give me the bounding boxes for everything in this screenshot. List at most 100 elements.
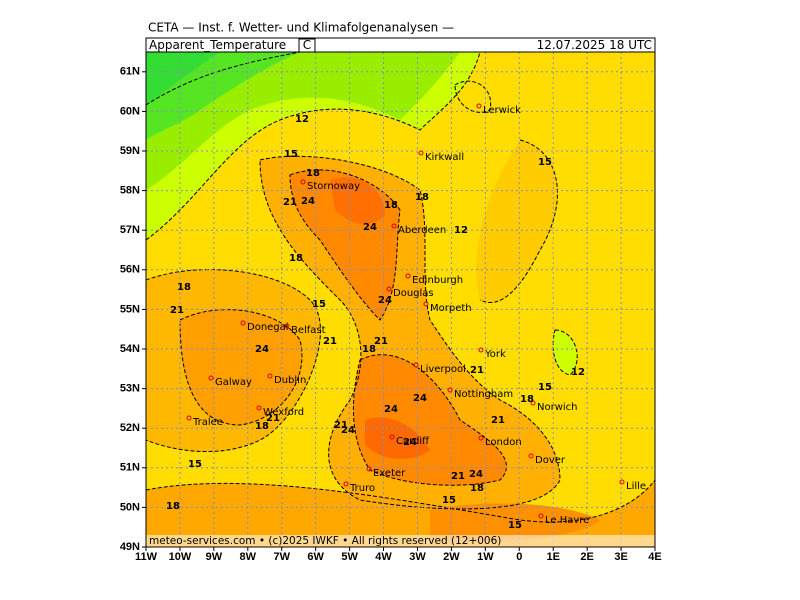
- lat-tick-label: 54N: [120, 343, 140, 355]
- city-marker: [343, 481, 349, 487]
- lat-tick-label: 52N: [120, 422, 140, 434]
- city-label: Edinburgh: [412, 275, 463, 286]
- contour-label: 21: [266, 413, 280, 424]
- lat-tick-label: 55N: [120, 303, 140, 315]
- contour-label: 21: [374, 336, 388, 347]
- contour-label: 21: [283, 197, 297, 208]
- lon-tick-label: 11W: [135, 551, 158, 563]
- city-marker: [418, 150, 424, 156]
- contour-label: 18: [384, 200, 398, 211]
- city-marker: [478, 347, 484, 353]
- city-label: York: [484, 349, 506, 360]
- city-label: Belfast: [291, 325, 326, 336]
- isoline: [479, 139, 558, 303]
- city-label: Tralee: [192, 417, 223, 428]
- city-label: Douglas: [393, 288, 434, 299]
- contour-label: 24: [341, 425, 355, 436]
- city-marker: [478, 435, 484, 441]
- lat-tick-label: 50N: [120, 501, 140, 513]
- zone-sea: [476, 140, 558, 303]
- isoline: [146, 479, 655, 523]
- city-marker: [528, 453, 534, 459]
- lon-tick-label: 0: [516, 551, 522, 563]
- lat-tick-label: 57N: [120, 224, 140, 236]
- map-labels: Lerwick Kirkwall Stornoway Aberdeen Edinburg…: [166, 103, 646, 531]
- contour-label: 18: [255, 421, 269, 432]
- lon-tick-label: 3E: [614, 551, 627, 563]
- contour-label: 24: [413, 393, 427, 404]
- contour-label: 21: [323, 336, 337, 347]
- city-label: Morpeth: [430, 303, 472, 314]
- city-label: Lerwick: [483, 105, 521, 116]
- city-marker: [267, 373, 273, 379]
- contour-label: 18: [177, 282, 191, 293]
- isoline: [179, 309, 303, 426]
- city-label: Exeter: [373, 468, 406, 479]
- city-label: Cardiff: [396, 436, 430, 447]
- lon-tick-label: 5W: [341, 551, 358, 563]
- contour-label: 21: [334, 420, 348, 431]
- city-label: Wexford: [263, 407, 304, 418]
- contour-label: 12: [295, 114, 309, 125]
- city-marker: [186, 415, 192, 421]
- lon-tick-label: 2W: [443, 551, 460, 563]
- contour-label: 18: [362, 344, 376, 355]
- city-marker: [208, 375, 214, 381]
- city-label: Stornoway: [307, 181, 360, 192]
- isoline: [146, 269, 321, 453]
- city-label: Norwich: [537, 402, 578, 413]
- institute: CETA — Inst. f. Wetter- und Klimafolgena…: [148, 21, 454, 35]
- lat-tick-label: 59N: [120, 145, 140, 157]
- map-frame: [145, 51, 656, 548]
- contour-label: 12: [454, 225, 468, 236]
- lat-tick-label: 61N: [120, 66, 140, 78]
- isoline: [353, 354, 507, 486]
- city-label: Kirkwall: [425, 152, 464, 163]
- footer-band: [146, 535, 655, 547]
- lon-tick-label: 4W: [375, 551, 392, 563]
- parameter: Apparent_Temperature: [149, 38, 286, 52]
- city-marker: [405, 273, 411, 279]
- contour-label: 15: [538, 382, 552, 393]
- contour-label: 18: [520, 394, 534, 405]
- city-marker: [619, 479, 625, 485]
- city-label: Aberdeen: [398, 225, 446, 236]
- lat-tick-label: 58N: [120, 185, 140, 197]
- valid-time: 12.07.2025 18 UTC: [537, 38, 652, 52]
- contour-label: 18: [470, 483, 484, 494]
- city-marker: [391, 223, 397, 229]
- city-label: Le Havre: [545, 515, 589, 526]
- contour-label: 15: [442, 495, 456, 506]
- city-label: Truro: [349, 483, 375, 494]
- lon-tick-label: 7W: [273, 551, 290, 563]
- city-marker: [240, 320, 246, 326]
- zone-france: [430, 503, 600, 542]
- axes: 61N60N59N58N57N56N55N54N53N52N51N50N49N1…: [120, 66, 662, 563]
- city-marker: [256, 405, 262, 411]
- city-marker: [423, 301, 429, 307]
- contour-label: 12: [571, 367, 585, 378]
- city-marker: [366, 466, 372, 472]
- contour-label: 21: [170, 305, 184, 316]
- isoline: [289, 169, 401, 321]
- city-label: Dublin: [274, 375, 306, 386]
- contour-label: 15: [312, 299, 326, 310]
- contour-label: 15: [188, 459, 202, 470]
- lon-tick-label: 4E: [648, 551, 661, 563]
- lon-tick-label: 8W: [240, 551, 257, 563]
- footer: meteo-services.com • (c)2025 IWKF • All …: [149, 535, 501, 547]
- contour-label: 24: [403, 437, 417, 448]
- contour-label: 15: [508, 520, 522, 531]
- city-label: Liverpool: [420, 364, 466, 375]
- city-label: Galway: [215, 377, 252, 388]
- city-marker: [284, 323, 290, 329]
- contour-label: 21: [491, 415, 505, 426]
- contour-label: 24: [255, 344, 269, 355]
- lat-tick-label: 53N: [120, 383, 140, 395]
- city-marker: [530, 400, 536, 406]
- isoline: [146, 52, 301, 106]
- contour-label: 24: [378, 295, 392, 306]
- lat-tick-label: 51N: [120, 462, 140, 474]
